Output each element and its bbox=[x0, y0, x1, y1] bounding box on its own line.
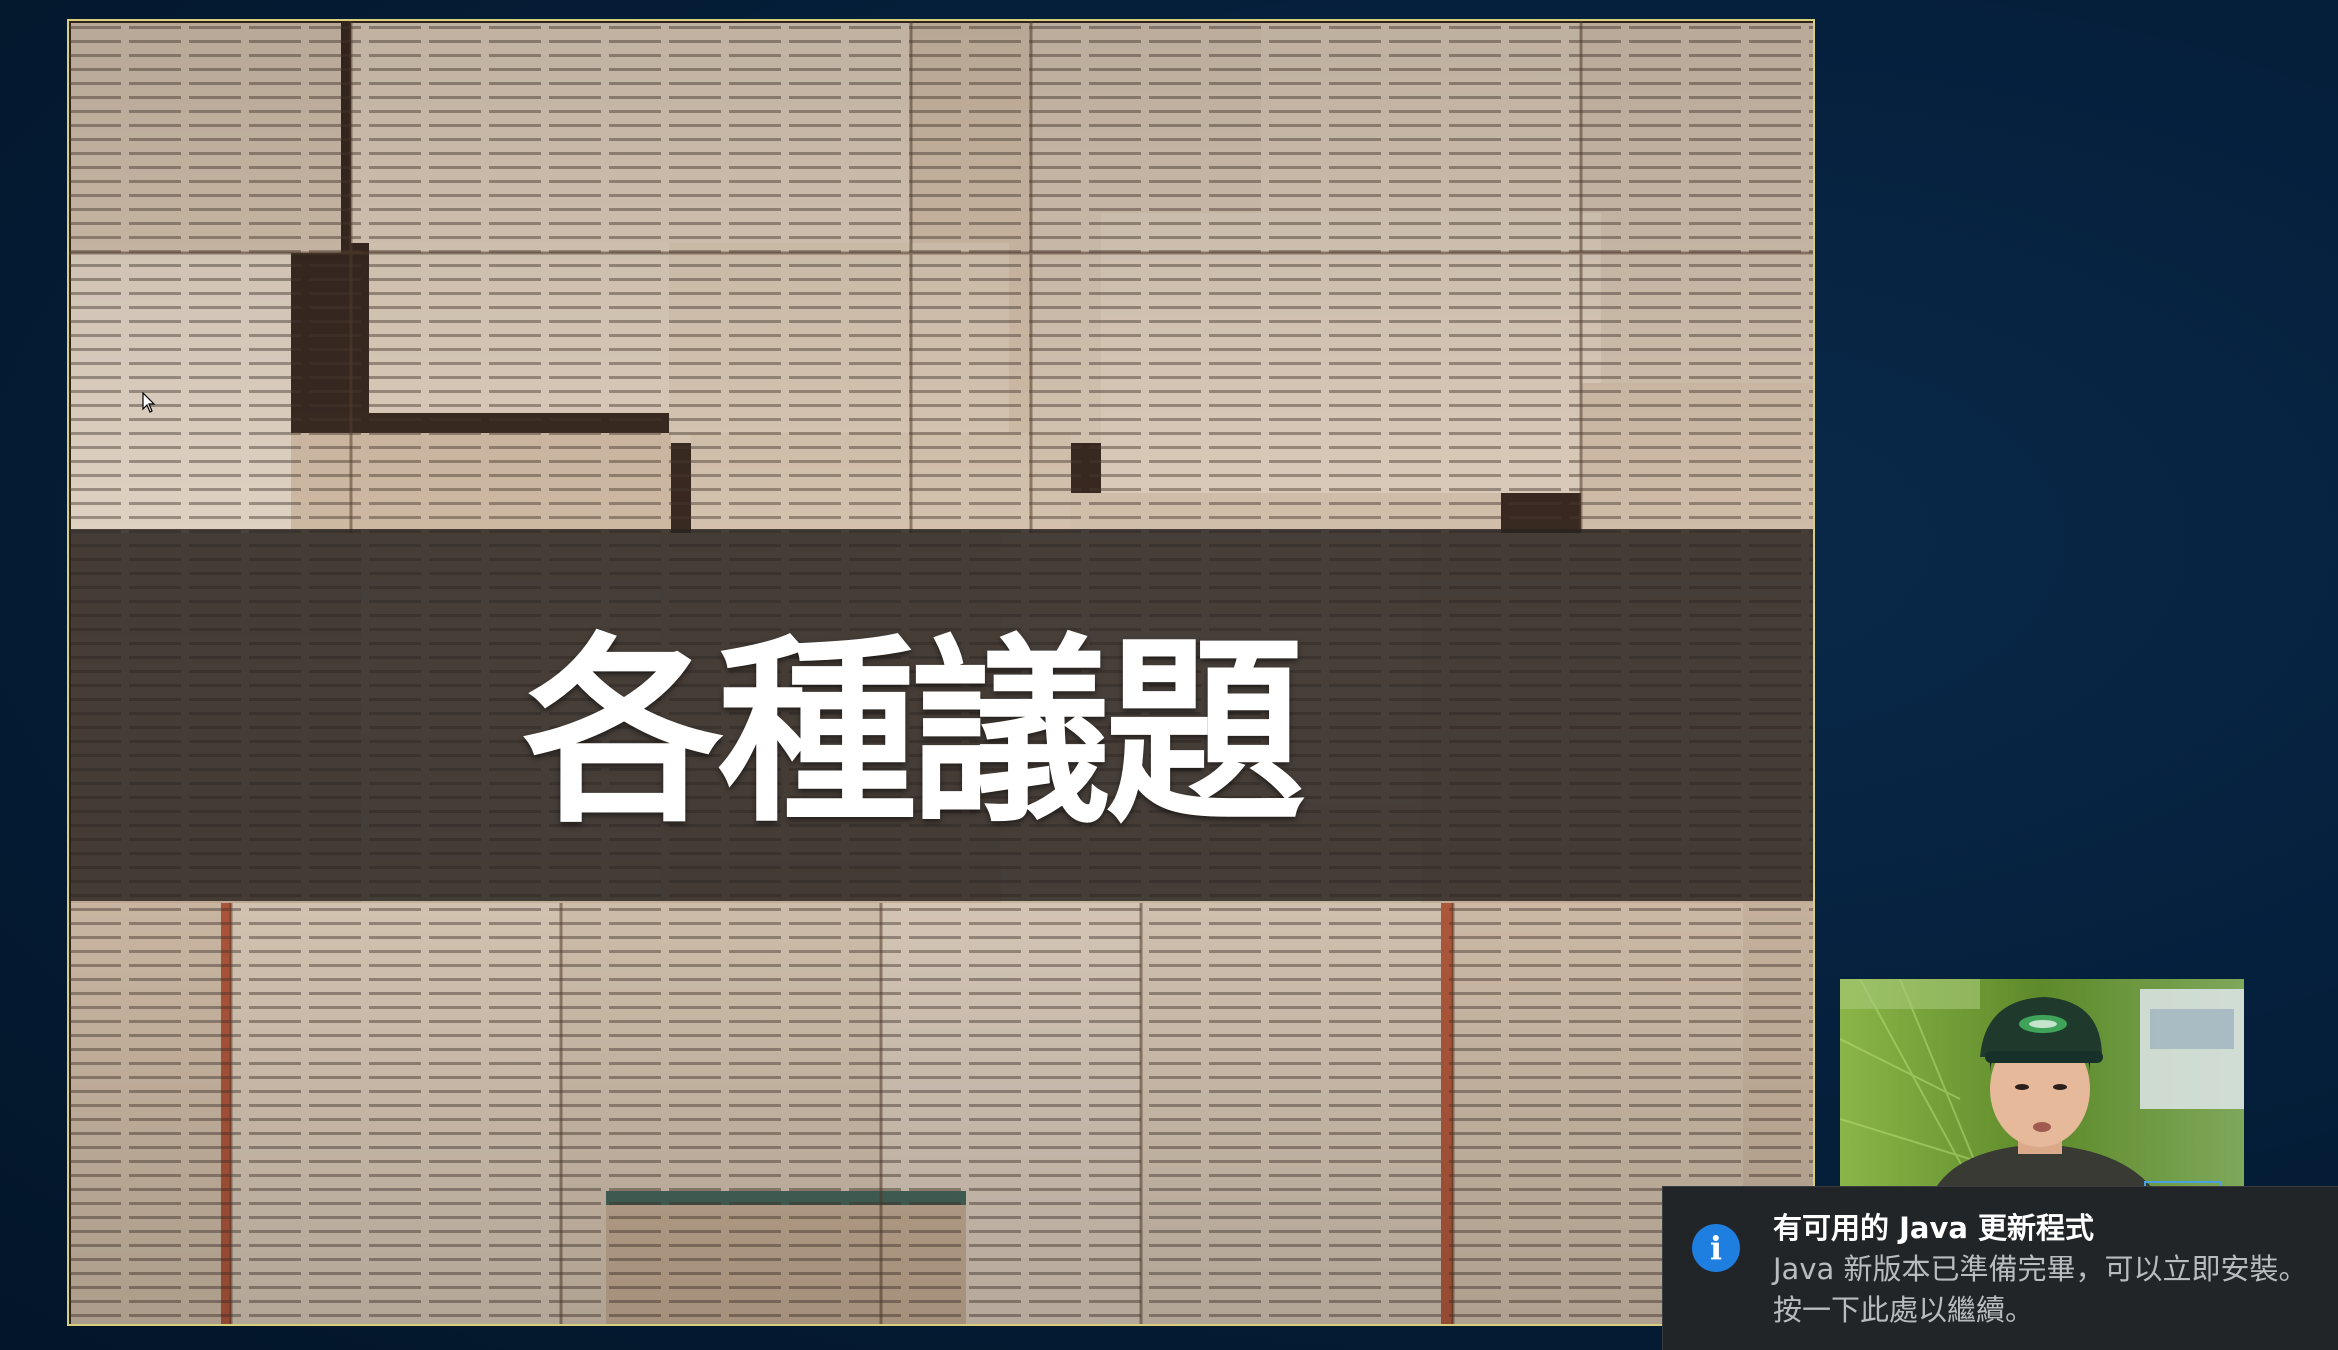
slide-title: 各種議題 bbox=[522, 615, 1305, 850]
title-band bbox=[69, 529, 1813, 901]
notification-title: 有可用的 Java 更新程式 bbox=[1773, 1211, 2095, 1245]
presentation-slide[interactable]: 各種議題 bbox=[67, 19, 1815, 1326]
webcam-video-feed bbox=[1840, 979, 2244, 1199]
mouse-pointer-icon bbox=[142, 392, 156, 413]
notification-action-text: 按一下此處以繼續。 bbox=[1773, 1293, 2035, 1327]
info-icon: i bbox=[1692, 1224, 1740, 1272]
java-update-notification[interactable]: i 有可用的 Java 更新程式 Java 新版本已準備完畢，可以立即安裝。 按… bbox=[1662, 1186, 2338, 1350]
notification-message: Java 新版本已準備完畢，可以立即安裝。 bbox=[1773, 1252, 2308, 1286]
